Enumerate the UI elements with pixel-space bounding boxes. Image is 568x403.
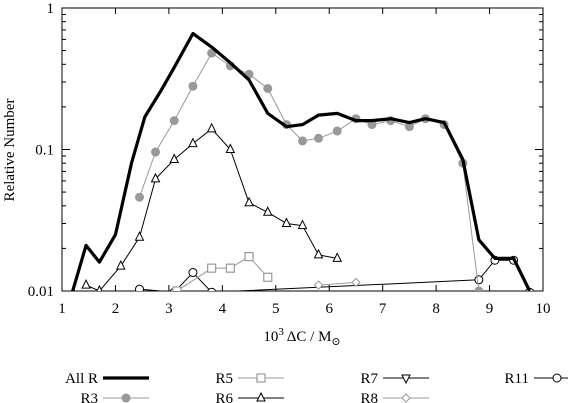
data-point-r3 xyxy=(474,286,484,291)
series-line-all-r xyxy=(71,31,532,291)
legend-label-r11: R11 xyxy=(505,371,529,387)
data-point-r6 xyxy=(206,122,217,133)
legend-label-r6: R6 xyxy=(215,391,233,403)
data-point-r6 xyxy=(297,219,308,230)
data-point-r6 xyxy=(81,279,91,289)
data-point-r6 xyxy=(188,137,198,148)
data-point-r6 xyxy=(150,172,161,183)
data-point-r5 xyxy=(263,272,273,282)
data-point-r6 xyxy=(262,206,273,216)
legend-marker-r3 xyxy=(121,393,131,403)
x-tick-label: 2 xyxy=(112,301,120,317)
data-point-r6 xyxy=(115,259,126,270)
x-tick-label: 6 xyxy=(325,301,333,317)
legend-label-r7: R7 xyxy=(360,371,378,387)
y-axis-label: Relative Number xyxy=(2,99,18,202)
data-point-r6 xyxy=(225,143,236,153)
legend-marker-r8 xyxy=(401,393,411,403)
series-layer xyxy=(71,31,534,291)
legend-item-r6: R6 xyxy=(215,391,284,403)
x-axis-label: 103 ΔC / M⊙ xyxy=(263,326,340,348)
y-tick-label: 0.1 xyxy=(35,143,54,159)
legend-label-r3: R3 xyxy=(80,391,98,403)
data-point-r3 xyxy=(151,147,161,157)
legend-marker-r11 xyxy=(552,373,562,383)
y-tick-label: 0.01 xyxy=(28,284,54,300)
x-tick-label: 7 xyxy=(379,301,387,317)
legend: All R R3 R5 R6 R7 R8 R11 xyxy=(65,371,568,403)
series-r5 xyxy=(172,252,273,291)
data-point-r5 xyxy=(207,263,217,273)
x-tick-label: 3 xyxy=(165,301,173,317)
data-point-r11 xyxy=(134,284,144,291)
legend-item-r5: R5 xyxy=(215,371,284,387)
legend-item-r3: R3 xyxy=(80,391,149,403)
x-tick-label: 1 xyxy=(58,301,66,317)
data-point-r3 xyxy=(188,81,198,91)
data-point-r8 xyxy=(313,280,324,290)
series-r11 xyxy=(134,255,534,291)
y-axis: 0.01 0.1 1 xyxy=(28,1,543,300)
data-point-r5 xyxy=(244,252,254,262)
x-axis: 1 2 3 4 5 6 7 8 9 10 xyxy=(58,8,551,317)
series-line-r11 xyxy=(139,259,530,291)
x-tick-label: 8 xyxy=(432,301,440,317)
data-point-r8 xyxy=(351,277,361,288)
data-point-r6 xyxy=(96,284,103,291)
x-tick-label: 4 xyxy=(219,301,227,317)
data-point-r11 xyxy=(207,287,216,291)
legend-marker-r6 xyxy=(256,391,266,402)
data-point-r6 xyxy=(244,196,254,207)
data-point-r3 xyxy=(298,136,307,146)
series-line-r8 xyxy=(318,281,356,286)
data-point-r6 xyxy=(332,252,343,262)
legend-label-all-r: All R xyxy=(65,371,98,387)
legend-label-r8: R8 xyxy=(360,391,378,403)
axis-labels: Relative Number 103 ΔC / M⊙ xyxy=(2,99,341,348)
legend-label-r5: R5 xyxy=(215,371,233,387)
legend-marker-r7 xyxy=(401,374,411,385)
data-point-r6 xyxy=(169,153,180,163)
data-point-r6 xyxy=(134,231,145,241)
legend-item-all-r: All R xyxy=(65,371,149,387)
data-point-r3 xyxy=(314,133,324,143)
series-r3 xyxy=(134,48,484,291)
data-point-r6 xyxy=(313,248,324,259)
series-r8 xyxy=(313,277,361,290)
y-tick-label: 1 xyxy=(47,1,55,17)
data-point-r5 xyxy=(172,286,182,291)
legend-item-r7: R7 xyxy=(360,371,429,387)
series-r6 xyxy=(81,122,343,291)
data-point-r3 xyxy=(169,116,179,126)
legend-item-r8: R8 xyxy=(360,391,429,403)
data-point-r3 xyxy=(263,83,273,93)
series-all-r xyxy=(71,31,532,291)
legend-item-r11: R11 xyxy=(505,371,568,387)
data-point-r3 xyxy=(332,126,342,136)
data-point-r6 xyxy=(281,217,292,227)
data-point-r11 xyxy=(188,268,198,278)
x-tick-label: 9 xyxy=(486,301,494,317)
x-tick-label: 10 xyxy=(536,301,551,317)
x-tick-label: 5 xyxy=(272,301,280,317)
data-point-r3 xyxy=(134,192,144,202)
data-point-r11 xyxy=(474,275,484,285)
legend-marker-r5 xyxy=(256,373,266,383)
data-point-r5 xyxy=(225,263,235,273)
